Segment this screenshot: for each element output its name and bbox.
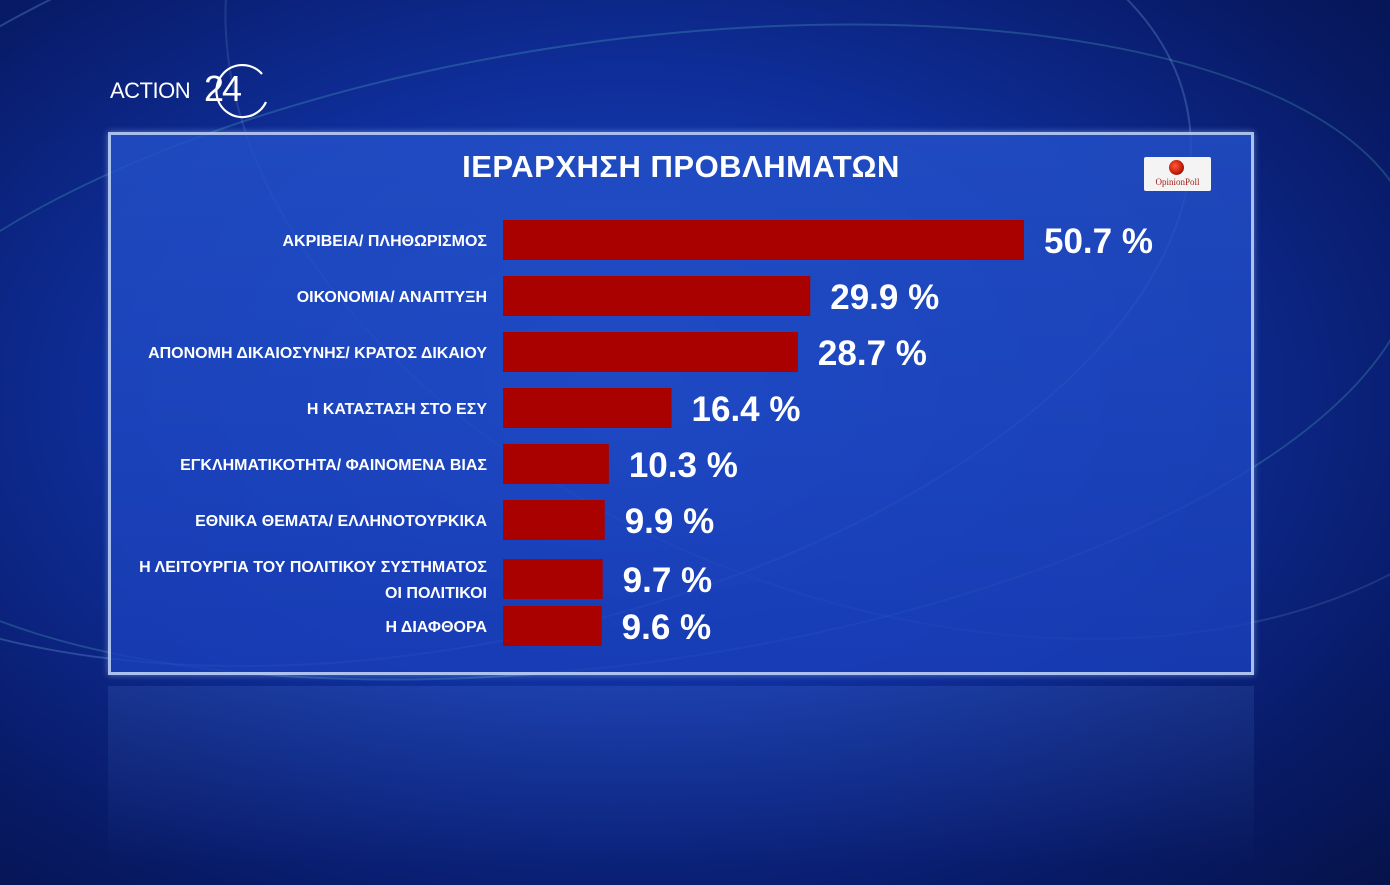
bar-2 (503, 332, 798, 372)
bar-chart: 50.7 % ΑΚΡΙΒΕΙΑ/ ΠΛΗΘΩΡΙΣΜΟΣ 29.9 % ΟΙΚΟΝΟΜ… (139, 220, 1153, 647)
action24-logo: ACTION 24 (108, 62, 278, 122)
category-label-5: ΕΘΝΙΚΑ ΘΕΜΑΤΑ/ ΕΛΛΗΝΟΤΟΥΡΚΙΚΑ (195, 513, 487, 530)
value-label-4: 10.3 % (629, 446, 738, 485)
category-label-2: ΑΠΟΝΟΜΗ ΔΙΚΑΙΟΣΥΝΗΣ/ ΚΡΑΤΟΣ ΔΙΚΑΙΟΥ (148, 345, 487, 362)
panel-reflection (108, 686, 1254, 866)
category-label-6-line-1: ΟΙ ΠΟΛΙΤΙΚΟΙ (385, 585, 487, 602)
category-label-7: Η ΔΙΑΦΘΟΡΑ (385, 619, 487, 636)
value-label-5: 9.9 % (625, 502, 715, 541)
category-label-6-line-0: Η ΛΕΙΤΟΥΡΓΙΑ ΤΟΥ ΠΟΛΙΤΙΚΟΥ ΣΥΣΤΗΜΑΤΟΣ (139, 559, 487, 576)
logo-number: 24 (204, 68, 242, 109)
bar-5 (503, 500, 605, 540)
bar-4 (503, 444, 609, 484)
opinion-poll-dot-icon (1169, 160, 1184, 175)
chart-panel: ΙΕΡΑΡΧΗΣΗ ΠΡΟΒΛΗΜΑΤΩΝ OpinionPoll 50.7 %… (108, 132, 1254, 675)
bar-3 (503, 388, 672, 428)
category-label-4: ΕΓΚΛΗΜΑΤΙΚΟΤΗΤΑ/ ΦΑΙΝΟΜΕΝΑ ΒΙΑΣ (180, 457, 487, 474)
bar-1 (503, 276, 811, 316)
logo-text: ACTION (110, 78, 191, 103)
value-label-3: 16.4 % (692, 390, 801, 429)
value-label-1: 29.9 % (830, 278, 939, 317)
value-label-6: 9.7 % (623, 561, 713, 600)
category-label-3: Η ΚΑΤΑΣΤΑΣΗ ΣΤΟ ΕΣΥ (307, 401, 488, 418)
opinion-poll-logo: OpinionPoll (1144, 157, 1211, 191)
value-label-7: 9.6 % (622, 608, 712, 647)
value-label-2: 28.7 % (818, 334, 927, 373)
logo-ring-icon (215, 64, 267, 119)
category-label-1: ΟΙΚΟΝΟΜΙΑ/ ΑΝΑΠΤΥΞΗ (297, 289, 487, 306)
bar-0 (503, 220, 1024, 260)
bar-6 (503, 559, 603, 599)
bar-7 (503, 606, 602, 646)
chart-title: ΙΕΡΑΡΧΗΣΗ ΠΡΟΒΛΗΜΑΤΩΝ (462, 149, 900, 184)
category-label-0: ΑΚΡΙΒΕΙΑ/ ΠΛΗΘΩΡΙΣΜΟΣ (283, 233, 488, 250)
value-label-0: 50.7 % (1044, 222, 1153, 261)
opinion-poll-logo-text: OpinionPoll (1155, 177, 1200, 187)
